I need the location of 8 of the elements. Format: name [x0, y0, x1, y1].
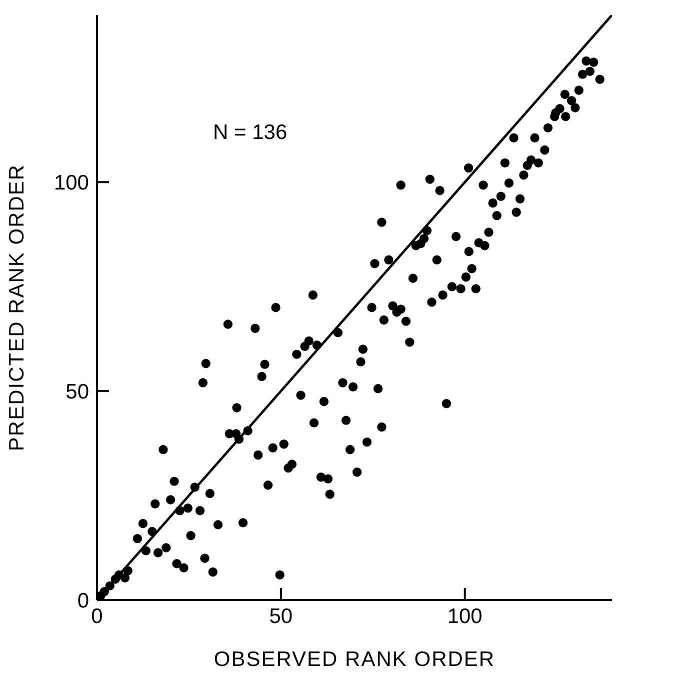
x-tick-label: 50 — [269, 604, 293, 628]
y-tick-label: 50 — [66, 380, 89, 404]
x-tick-label: 100 — [447, 604, 482, 628]
y-tick-label: 0 — [77, 589, 89, 612]
x-axis-title: OBSERVED RANK ORDER — [214, 648, 496, 671]
y-axis-title: PREDICTED RANK ORDER — [5, 164, 28, 452]
annotation: N = 136 — [213, 121, 288, 144]
y-tick-label: 100 — [54, 172, 89, 195]
